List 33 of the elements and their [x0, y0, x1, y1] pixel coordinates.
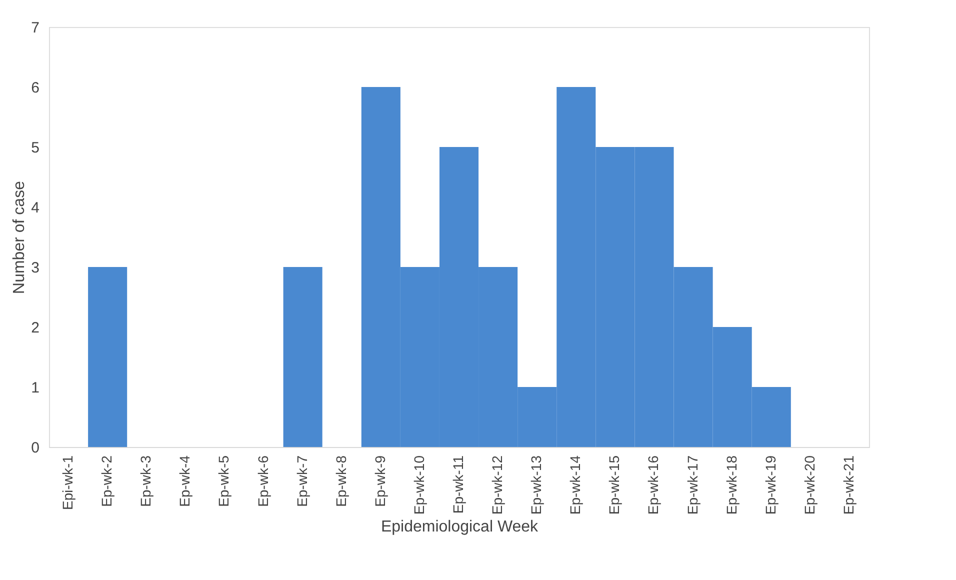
bar [88, 267, 128, 447]
x-tick-label: Ep-wk-11 [450, 455, 466, 514]
x-tick-label: Ep-wk-8 [332, 455, 349, 507]
y-tick-label: 6 [31, 80, 40, 96]
y-tick-label: 4 [31, 200, 40, 216]
x-tick-label: Ep-wk-5 [216, 455, 232, 507]
y-tick-label: 2 [31, 320, 40, 336]
x-tick-label: Epi-wk-1 [60, 455, 76, 510]
x-tick-label: Ep-wk-6 [254, 455, 271, 507]
x-tick-label: Ep-wk-9 [372, 455, 388, 507]
y-tick-label: 3 [31, 260, 40, 276]
y-axis-title: Number of case [11, 180, 28, 294]
y-tick-label: 7 [31, 20, 40, 36]
x-tick-label: Ep-wk-4 [176, 455, 193, 507]
x-tick-label: Ep-wk-14 [567, 455, 584, 515]
y-tick-label: 0 [31, 440, 40, 456]
x-tick-label: Ep-wk-12 [489, 455, 506, 515]
x-tick-label: Ep-wk-13 [528, 455, 544, 515]
x-tick-label: Ep-wk-16 [645, 455, 662, 515]
y-tick-label: 1 [31, 380, 40, 396]
x-axis-title: Epidemiological Week [380, 518, 540, 536]
bar [283, 267, 322, 447]
x-tick-label: Ep-wk-21 [840, 455, 856, 515]
y-tick-label: 5 [31, 140, 40, 156]
x-tick-label: Ep-wk-20 [801, 455, 818, 515]
x-tick-label: Ep-wk-3 [138, 455, 154, 507]
x-tick-label: Ep-wk-7 [294, 455, 310, 507]
x-tick-label: Ep-wk-2 [98, 455, 115, 507]
x-tick-label: Ep-wk-17 [684, 455, 700, 515]
x-tick-label: Ep-wk-19 [762, 455, 778, 515]
x-tick-label: Ep-wk-15 [606, 455, 622, 515]
x-tick-label: Ep-wk-18 [723, 455, 740, 515]
x-tick-label: Ep-wk-10 [410, 455, 427, 515]
